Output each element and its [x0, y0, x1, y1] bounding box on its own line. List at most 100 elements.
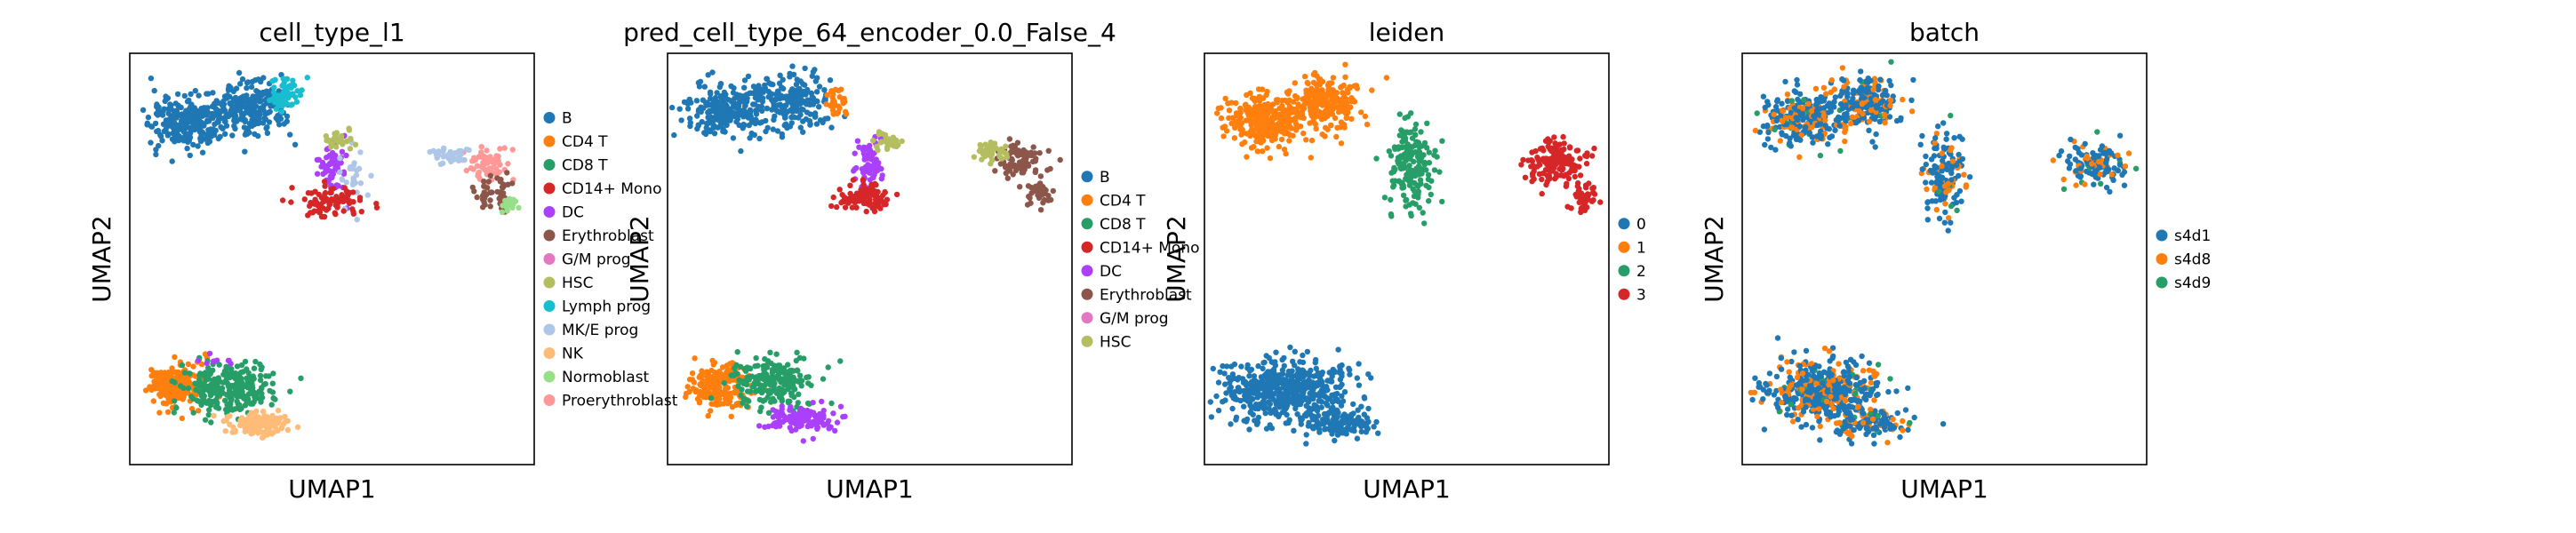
- point: [170, 124, 176, 131]
- point: [860, 181, 867, 188]
- point: [1278, 402, 1284, 409]
- point: [1342, 412, 1348, 418]
- legend-entry: CD4 T: [562, 133, 608, 151]
- point: [1229, 115, 1236, 121]
- x-axis-label: UMAP1: [1363, 474, 1451, 504]
- point: [1274, 99, 1280, 106]
- point: [1342, 61, 1348, 68]
- point: [1794, 76, 1800, 84]
- point: [773, 107, 780, 114]
- point: [1426, 160, 1433, 166]
- point: [1568, 205, 1574, 211]
- point: [1351, 427, 1357, 434]
- point: [1338, 101, 1345, 108]
- point: [292, 141, 299, 147]
- point: [1432, 147, 1438, 154]
- point: [172, 398, 178, 404]
- point: [814, 75, 820, 81]
- point: [708, 101, 714, 108]
- panel-title: leiden: [1369, 18, 1445, 47]
- point: [1310, 99, 1317, 106]
- point: [307, 210, 314, 216]
- point: [441, 145, 447, 151]
- point: [165, 110, 172, 116]
- point: [1337, 107, 1344, 114]
- point: [819, 398, 825, 405]
- point: [272, 420, 279, 426]
- point: [1003, 170, 1010, 177]
- point: [1563, 183, 1570, 189]
- point: [747, 135, 753, 141]
- point: [793, 81, 800, 88]
- point: [882, 189, 888, 195]
- point: [210, 115, 216, 121]
- point: [1774, 98, 1780, 105]
- point: [830, 104, 836, 110]
- point: [724, 385, 731, 391]
- point: [1256, 96, 1263, 102]
- point: [284, 426, 291, 434]
- legend-marker: [1618, 241, 1630, 253]
- point: [225, 85, 232, 92]
- point: [1292, 80, 1299, 86]
- point: [173, 404, 180, 411]
- point: [244, 84, 250, 91]
- point: [276, 102, 284, 109]
- point: [753, 354, 759, 362]
- point: [1858, 68, 1864, 75]
- point: [288, 91, 294, 99]
- point: [252, 120, 258, 126]
- point: [697, 78, 704, 85]
- point: [1238, 131, 1244, 138]
- point: [1028, 185, 1035, 191]
- point: [836, 94, 843, 100]
- point: [719, 115, 725, 123]
- point: [1262, 372, 1268, 378]
- point: [843, 111, 850, 117]
- point: [847, 182, 853, 188]
- point: [1267, 118, 1273, 124]
- point: [840, 414, 846, 420]
- point: [267, 427, 273, 434]
- point: [1415, 171, 1422, 178]
- point: [1559, 153, 1566, 159]
- point: [765, 410, 772, 416]
- point: [1265, 132, 1271, 139]
- point: [1406, 163, 1412, 169]
- point: [1431, 167, 1438, 173]
- point: [772, 398, 778, 404]
- point: [166, 392, 173, 398]
- point: [481, 179, 487, 185]
- point: [200, 121, 207, 127]
- point: [1935, 123, 1941, 130]
- point: [769, 91, 775, 98]
- point: [801, 355, 807, 362]
- point: [1388, 213, 1395, 219]
- point: [271, 84, 277, 91]
- legend-entry: CD14+ Mono: [562, 180, 661, 198]
- point: [1365, 405, 1372, 412]
- point: [1040, 200, 1046, 206]
- point: [770, 422, 776, 429]
- point: [715, 116, 722, 123]
- point: [1837, 147, 1844, 155]
- point: [201, 136, 208, 142]
- point: [324, 155, 330, 161]
- point: [196, 377, 203, 383]
- point: [279, 197, 286, 203]
- point: [174, 110, 180, 116]
- point: [780, 418, 786, 425]
- point: [202, 417, 209, 423]
- point: [1312, 121, 1319, 127]
- point: [1008, 148, 1014, 155]
- point: [724, 391, 732, 398]
- point: [1777, 138, 1784, 144]
- point: [1319, 370, 1326, 376]
- point: [230, 88, 236, 95]
- point: [1831, 86, 1837, 92]
- point: [227, 394, 233, 401]
- point: [1247, 368, 1253, 374]
- point: [814, 424, 821, 431]
